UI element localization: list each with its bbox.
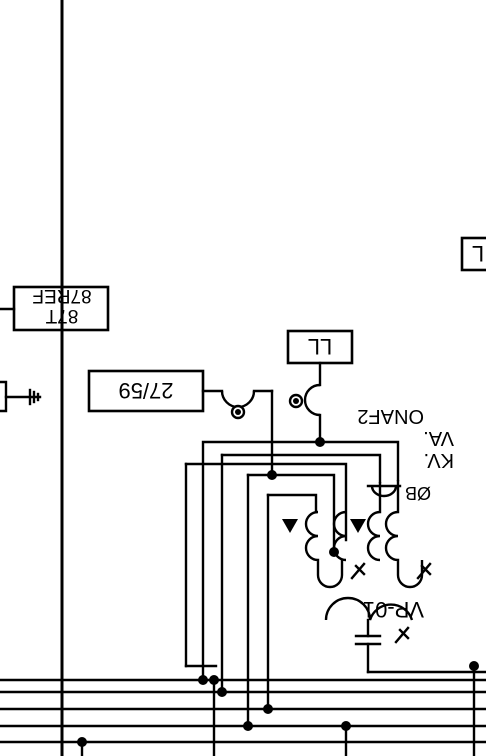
relay-2759-box: 27/59 xyxy=(87,369,274,477)
edge-text-onaf2: ONAF2 xyxy=(357,405,424,427)
ct-coils: ØB xyxy=(282,480,432,589)
relay-l-edge-box: L xyxy=(460,236,486,272)
relay-ll-box: LL xyxy=(286,329,354,444)
edge-text-kv: KV. xyxy=(424,449,454,471)
relay-87t-label: 87T xyxy=(45,305,78,326)
edge-text-va: VA. xyxy=(423,427,454,449)
phase-b-label: ØB xyxy=(405,483,431,503)
wiring-loops xyxy=(184,437,400,728)
relay-ll-label: LL xyxy=(308,334,332,359)
relay-87ref-label: 87REF xyxy=(32,285,91,306)
transformer-capacitor xyxy=(324,596,486,674)
left-ground-connection xyxy=(0,380,42,413)
relay-2759-label: 27/59 xyxy=(118,378,173,403)
relay-l-edge-label: L xyxy=(472,241,484,266)
relay-87t-box: 87REF 87T xyxy=(0,285,110,332)
bottom-busbars xyxy=(0,661,486,756)
edge-text-vp01: VP-01 xyxy=(363,597,424,622)
